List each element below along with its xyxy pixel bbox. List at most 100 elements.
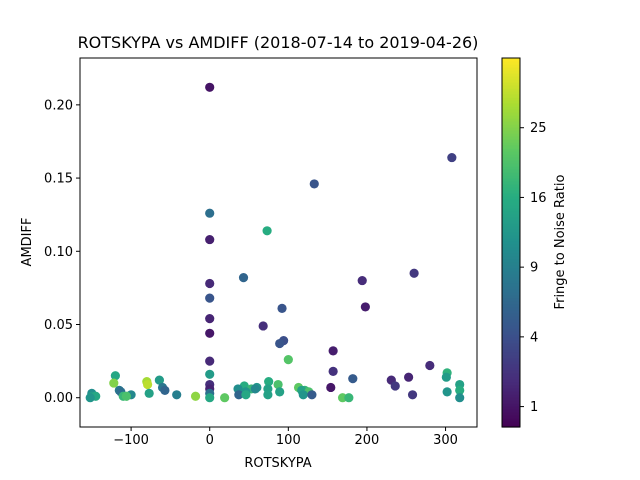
colorbar-segment bbox=[502, 253, 520, 257]
colorbar-segment bbox=[502, 304, 520, 308]
colorbar-segment bbox=[502, 226, 520, 230]
scatter-point-5 bbox=[205, 314, 215, 324]
scatter-point-26 bbox=[425, 360, 435, 371]
colorbar-segment bbox=[502, 223, 520, 227]
colorbar-segment bbox=[502, 397, 520, 401]
plot-area: −100 0 100 200 300 0.00 0.05 0.10 0.15 0.20 bbox=[44, 57, 478, 448]
scatter-point-62 bbox=[144, 388, 154, 398]
scatter-point-77 bbox=[220, 393, 230, 403]
colorbar-segment bbox=[502, 358, 520, 362]
colorbar-segment bbox=[502, 388, 520, 392]
colorbar-segment bbox=[502, 112, 520, 116]
colorbar-segment bbox=[502, 262, 520, 266]
scatter-point-36 bbox=[264, 377, 274, 387]
scatter-point-64 bbox=[234, 390, 244, 400]
colorbar-segment bbox=[502, 325, 520, 329]
colorbar-segment bbox=[502, 247, 520, 251]
colorbar-segment bbox=[502, 385, 520, 389]
colorbar-segment bbox=[502, 169, 520, 173]
colorbar-segment bbox=[502, 130, 520, 134]
colorbar-segment bbox=[502, 310, 520, 314]
colorbar-segment bbox=[502, 355, 520, 359]
colorbar-segment bbox=[502, 118, 520, 122]
scatter-point-12 bbox=[205, 393, 215, 403]
colorbar-segment bbox=[502, 307, 520, 311]
scatter-point-57 bbox=[442, 387, 452, 397]
scatter-point-80 bbox=[455, 393, 465, 403]
colorbar-segment bbox=[502, 265, 520, 269]
points-layer bbox=[85, 82, 465, 403]
scatter-point-25 bbox=[283, 355, 293, 365]
colorbar-segment bbox=[502, 418, 520, 422]
y-tick-label: 0.00 bbox=[44, 391, 73, 406]
scatter-point-23 bbox=[275, 338, 285, 349]
colorbar-segment bbox=[502, 343, 520, 347]
colorbar-segment bbox=[502, 316, 520, 320]
scatter-point-78 bbox=[337, 393, 348, 403]
x-tick-label: −100 bbox=[113, 433, 149, 448]
scatter-point-79 bbox=[344, 393, 354, 403]
scatter-point-30 bbox=[441, 372, 451, 382]
colorbar-segment bbox=[502, 124, 520, 128]
colorbar-segment bbox=[502, 313, 520, 317]
scatter-point-0 bbox=[205, 82, 215, 92]
scatter-point-20 bbox=[277, 303, 287, 313]
colorbar-segment bbox=[502, 184, 520, 188]
colorbar-segment bbox=[502, 334, 520, 338]
colorbar-segment bbox=[502, 217, 520, 221]
colorbar-segment bbox=[502, 340, 520, 344]
x-tick-label: 0 bbox=[206, 433, 214, 448]
colorbar-segment bbox=[502, 178, 520, 182]
colorbar-segment bbox=[502, 220, 520, 224]
colorbar-segment bbox=[502, 250, 520, 254]
colorbar-segment bbox=[502, 148, 520, 152]
colorbar-segment bbox=[502, 403, 520, 407]
colorbar-segment bbox=[502, 76, 520, 80]
colorbar-segment bbox=[502, 175, 520, 179]
colorbar-ticks: 1 4 9 16 25 bbox=[520, 121, 547, 415]
colorbar-segment bbox=[502, 268, 520, 272]
colorbar-segment bbox=[502, 391, 520, 395]
scatter-point-34 bbox=[154, 375, 164, 385]
colorbar-tick-label: 4 bbox=[530, 330, 538, 345]
colorbar-segment bbox=[502, 232, 520, 236]
colorbar-segment bbox=[502, 367, 520, 371]
colorbar-segment bbox=[502, 157, 520, 161]
colorbar-segment bbox=[502, 406, 520, 410]
colorbar-segment bbox=[502, 322, 520, 326]
colorbar-segment bbox=[502, 235, 520, 239]
colorbar-segment bbox=[502, 121, 520, 125]
x-tick-label: 200 bbox=[355, 433, 380, 448]
colorbar-segment bbox=[502, 211, 520, 215]
scatter-point-52 bbox=[160, 385, 170, 395]
colorbar-segment bbox=[502, 292, 520, 296]
colorbar-segment bbox=[502, 115, 520, 119]
scatter-point-55 bbox=[455, 385, 465, 395]
scatter-point-40 bbox=[273, 379, 283, 390]
colorbar-segment bbox=[502, 256, 520, 260]
colorbar-segment bbox=[502, 412, 520, 416]
plot-frame bbox=[79, 57, 478, 428]
colorbar-segment bbox=[502, 229, 520, 233]
colorbar-segment bbox=[502, 103, 520, 107]
colorbar-frame bbox=[501, 57, 521, 428]
scatter-point-32 bbox=[348, 374, 358, 384]
colorbar-segment bbox=[502, 136, 520, 140]
y-axis-ticks: 0.00 0.05 0.10 0.15 0.20 bbox=[44, 98, 80, 406]
scatter-point-45 bbox=[326, 382, 336, 393]
scatter-point-24 bbox=[328, 346, 338, 356]
scatter-point-16 bbox=[409, 268, 419, 278]
colorbar-tick-label: 1 bbox=[530, 400, 538, 415]
colorbar-segment bbox=[502, 400, 520, 404]
scatter-point-17 bbox=[238, 273, 249, 283]
scatter-point-67 bbox=[263, 390, 273, 400]
colorbar-segment bbox=[502, 352, 520, 356]
colorbar-segment bbox=[502, 58, 520, 62]
scatter-point-2 bbox=[205, 234, 215, 245]
y-tick-label: 0.05 bbox=[44, 318, 73, 333]
colorbar-segment bbox=[502, 214, 520, 218]
x-tick-label: 300 bbox=[433, 433, 458, 448]
colorbar-tick-label: 9 bbox=[530, 261, 538, 276]
scatter-point-31 bbox=[404, 372, 414, 382]
